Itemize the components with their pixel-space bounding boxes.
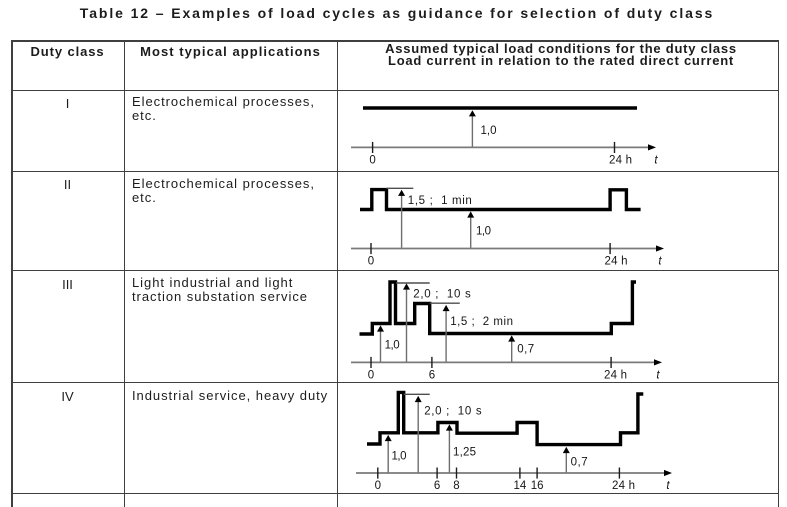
svg-text:0,7: 0,7 xyxy=(571,457,588,469)
svg-text:1,0: 1,0 xyxy=(481,125,497,137)
svg-text:24 h: 24 h xyxy=(612,480,635,492)
svg-text:0: 0 xyxy=(369,154,375,166)
svg-text:1,5 ; 2 min: 1,5 ; 2 min xyxy=(450,316,513,328)
svg-text:1,5 ; 1 min: 1,5 ; 1 min xyxy=(408,195,472,207)
svg-text:t: t xyxy=(654,154,658,166)
svg-text:t: t xyxy=(658,256,662,268)
svg-text:1,0: 1,0 xyxy=(385,340,400,352)
svg-text:t: t xyxy=(656,369,660,381)
svg-text:0,7: 0,7 xyxy=(517,344,534,356)
svg-text:2,0 ; 10 s: 2,0 ; 10 s xyxy=(424,406,482,418)
svg-text:16: 16 xyxy=(531,480,544,492)
svg-text:1,0: 1,0 xyxy=(476,226,491,238)
svg-text:24 h: 24 h xyxy=(604,369,627,381)
svg-text:1,25: 1,25 xyxy=(453,447,476,459)
svg-text:24 h: 24 h xyxy=(605,256,628,268)
svg-text:1,0: 1,0 xyxy=(392,451,407,463)
svg-text:t: t xyxy=(666,480,670,492)
svg-text:8: 8 xyxy=(453,480,459,492)
svg-text:6: 6 xyxy=(434,480,440,492)
svg-text:14: 14 xyxy=(514,480,527,492)
svg-text:6: 6 xyxy=(429,369,435,381)
svg-text:0: 0 xyxy=(368,256,374,268)
svg-text:0: 0 xyxy=(375,480,381,492)
svg-text:2,0 ; 10 s: 2,0 ; 10 s xyxy=(413,289,471,301)
svg-text:0: 0 xyxy=(368,369,374,381)
svg-text:24 h: 24 h xyxy=(609,154,632,166)
